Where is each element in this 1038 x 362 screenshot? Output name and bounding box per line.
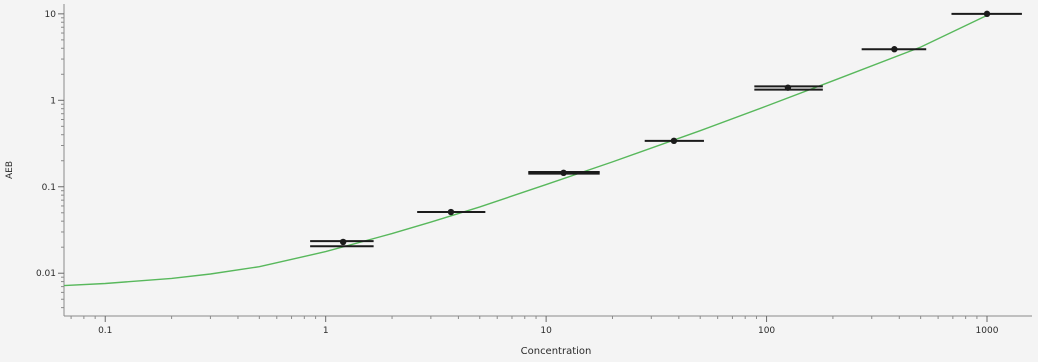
data-point xyxy=(447,208,455,216)
x-minor-ticks xyxy=(70,316,978,319)
data-point xyxy=(670,137,678,145)
fit-curve xyxy=(63,14,988,287)
y-tick-label: 0.1 xyxy=(42,183,56,193)
data-point xyxy=(339,238,347,246)
x-axis-label: Concentration xyxy=(521,346,592,357)
replicate-bars xyxy=(310,12,1022,248)
data-point xyxy=(784,84,792,91)
y-minor-ticks xyxy=(61,17,64,309)
x-tick-label: 1000 xyxy=(976,326,999,336)
y-tick-label: 10 xyxy=(45,10,57,20)
x-tick-label: 10 xyxy=(540,326,552,336)
y-tick-label: 0.01 xyxy=(36,269,56,279)
data-point xyxy=(891,46,898,53)
y-ticks: 0.01 0.1 1 10 xyxy=(36,10,64,279)
x-tick-label: 1 xyxy=(323,326,329,336)
data-points xyxy=(339,10,991,246)
data-point xyxy=(560,169,567,177)
x-tick-label: 100 xyxy=(758,326,775,336)
x-ticks: 0.1 1 10 100 1000 xyxy=(98,316,999,336)
data-point xyxy=(983,10,991,18)
y-tick-label: 1 xyxy=(50,96,56,106)
y-axis-label: AEB xyxy=(5,161,15,179)
x-tick-label: 0.1 xyxy=(98,326,112,336)
